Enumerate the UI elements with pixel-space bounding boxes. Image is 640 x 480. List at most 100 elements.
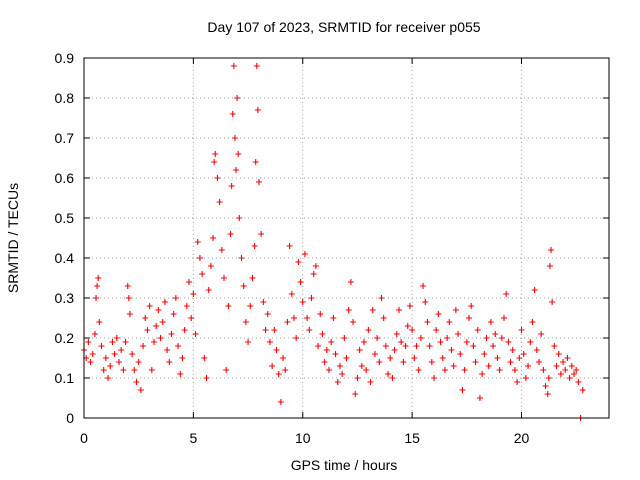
data-point <box>89 351 96 357</box>
data-point <box>175 343 182 349</box>
data-point <box>437 339 444 345</box>
data-point <box>256 179 262 185</box>
data-point <box>363 367 370 373</box>
data-point <box>146 303 153 309</box>
data-point <box>201 355 208 361</box>
data-point <box>240 283 247 289</box>
y-tick-label: 0.6 <box>55 170 75 186</box>
data-point <box>293 335 300 341</box>
data-point <box>203 375 210 381</box>
data-point <box>221 275 227 281</box>
data-point <box>448 347 455 353</box>
data-point <box>155 307 162 313</box>
chart-title: Day 107 of 2023, SRMTID for receiver p05… <box>207 19 480 35</box>
data-point <box>159 319 166 325</box>
data-point <box>415 367 422 373</box>
data-point <box>170 311 177 317</box>
data-point <box>411 355 418 361</box>
data-point <box>210 235 217 241</box>
data-point <box>446 319 453 325</box>
data-point <box>266 339 273 345</box>
data-point <box>107 363 114 369</box>
data-point <box>87 359 94 365</box>
data-point <box>330 315 337 321</box>
data-point <box>483 335 490 341</box>
data-point <box>102 355 109 361</box>
data-point <box>466 315 472 321</box>
data-point <box>533 347 540 353</box>
data-point <box>452 307 459 313</box>
data-point <box>347 279 354 285</box>
data-point <box>485 363 492 369</box>
data-point <box>301 251 308 257</box>
data-point <box>525 363 532 369</box>
data-point <box>109 339 116 345</box>
data-point <box>295 259 302 265</box>
data-point <box>216 199 223 205</box>
data-point <box>398 339 405 345</box>
data-point <box>183 303 190 309</box>
data-point <box>94 283 101 289</box>
data-point <box>474 327 481 333</box>
data-point <box>562 367 569 373</box>
data-point <box>105 375 112 381</box>
data-point <box>151 339 157 345</box>
data-point <box>269 363 276 369</box>
data-point <box>496 367 503 373</box>
data-point <box>400 359 407 365</box>
y-tick-label: 0.8 <box>55 90 75 106</box>
y-tick-label: 0.1 <box>55 370 75 386</box>
data-point <box>245 339 252 345</box>
data-point <box>527 339 534 345</box>
data-point <box>253 63 260 69</box>
plot-frame <box>83 57 610 419</box>
data-point <box>251 243 258 249</box>
data-point <box>422 299 429 305</box>
data-point <box>426 343 433 349</box>
data-point <box>540 367 547 373</box>
data-point <box>328 339 335 345</box>
data-point <box>555 351 562 357</box>
data-point <box>153 323 160 329</box>
data-point <box>131 367 138 373</box>
data-point <box>188 315 195 321</box>
data-point <box>369 307 376 313</box>
data-point <box>404 323 411 329</box>
data-point <box>233 167 240 173</box>
data-point <box>100 367 107 373</box>
data-point <box>260 299 267 305</box>
data-point <box>332 351 339 357</box>
y-tick-label: 0.7 <box>55 130 75 146</box>
data-point <box>409 327 416 333</box>
data-point <box>420 283 427 289</box>
data-point <box>135 359 142 365</box>
data-point <box>402 343 409 349</box>
data-point <box>326 367 332 373</box>
gridlines <box>84 58 609 418</box>
data-point <box>291 315 297 321</box>
data-point <box>252 159 259 165</box>
data-point <box>120 367 127 373</box>
data-point <box>205 287 212 293</box>
data-point <box>393 331 400 337</box>
data-point <box>177 371 184 377</box>
data-point <box>299 299 306 305</box>
data-point <box>234 95 241 101</box>
data-point <box>207 263 214 269</box>
data-point <box>288 291 295 297</box>
data-point <box>536 359 542 365</box>
data-point <box>275 371 282 377</box>
data-point <box>358 363 365 369</box>
data-point <box>501 315 507 321</box>
y-tick-label: 0.4 <box>55 250 75 266</box>
data-point <box>479 371 486 377</box>
data-point <box>323 347 330 353</box>
x-tick-label: 0 <box>80 430 88 446</box>
data-point <box>91 331 98 337</box>
data-point <box>280 355 287 361</box>
data-point <box>282 367 289 373</box>
data-point <box>505 339 512 345</box>
data-point <box>487 319 494 325</box>
data-point <box>95 275 102 281</box>
data-point <box>573 367 580 373</box>
